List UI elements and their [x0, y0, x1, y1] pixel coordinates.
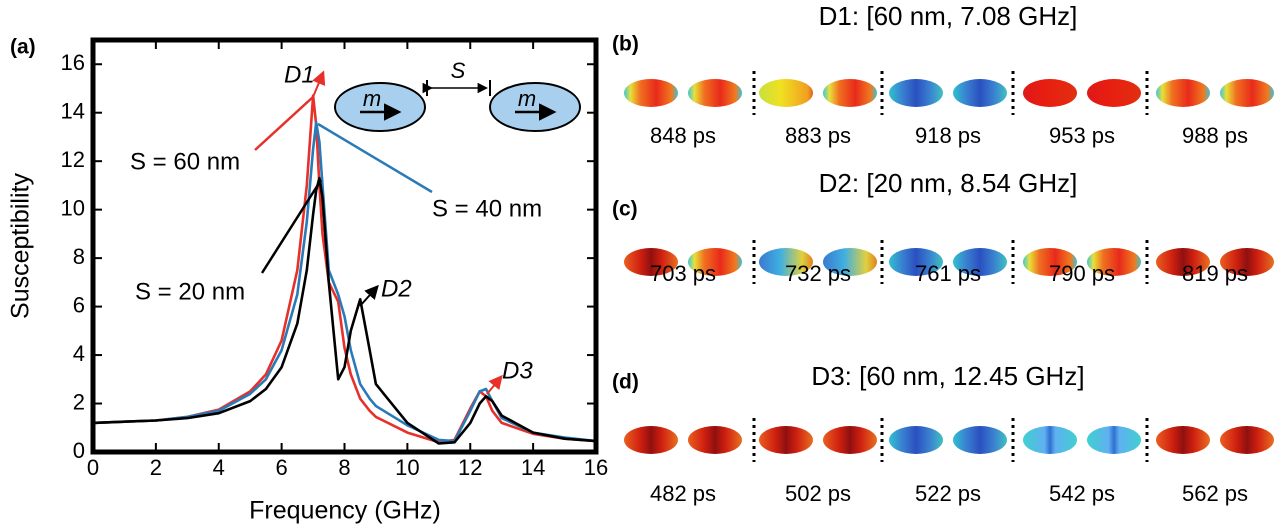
snapshot [1156, 248, 1210, 276]
time-label: 502 ps [785, 481, 851, 506]
time-label: 883 ps [785, 123, 851, 148]
time-label: 918 ps [915, 123, 981, 148]
time-label: 522 ps [915, 481, 981, 506]
snapshot [759, 248, 813, 276]
annotation-arrow [359, 284, 379, 307]
snapshot [1023, 79, 1077, 107]
series-line [92, 94, 597, 444]
inset-ellipse [489, 82, 581, 132]
series-line [92, 121, 597, 443]
y-tick-label: 2 [73, 389, 85, 414]
inset: m m S [334, 58, 581, 132]
snapshot [624, 248, 678, 276]
snapshot [1087, 79, 1141, 107]
time-label: 761 ps [915, 261, 981, 286]
snapshot [823, 79, 877, 107]
time-label: 542 ps [1049, 481, 1115, 506]
snapshot [624, 426, 678, 454]
snapshot [688, 79, 742, 107]
snapshot [759, 426, 813, 454]
snapshot [1220, 79, 1274, 107]
snapshot [1156, 79, 1210, 107]
x-tick-label: 6 [276, 455, 288, 480]
x-tick-label: 8 [338, 455, 350, 480]
annotation: D3 [502, 357, 533, 384]
x-tick-label: 4 [213, 455, 225, 480]
time-label: 790 ps [1049, 261, 1115, 286]
series-label: S = 60 nm [130, 148, 240, 175]
panel-label: (a) [10, 36, 36, 59]
snapshot [688, 248, 742, 276]
inset-ellipse [334, 82, 426, 132]
snapshot [759, 79, 813, 107]
x-tick-label: 12 [458, 455, 482, 480]
time-label: 988 ps [1182, 123, 1248, 148]
series-label: S = 40 nm [432, 195, 542, 222]
snapshot [953, 426, 1007, 454]
y-tick-label: 0 [73, 438, 85, 463]
plot-frame [90, 37, 599, 455]
panel-label: (c) [612, 198, 638, 221]
spacing-label: S [451, 58, 466, 83]
time-label: 819 ps [1182, 261, 1248, 286]
y-tick-label: 12 [61, 147, 85, 172]
y-tick-label: 4 [73, 341, 85, 366]
leader-line [317, 122, 433, 194]
snapshot [889, 79, 943, 107]
snapshot [953, 248, 1007, 276]
snapshot [1087, 426, 1141, 454]
x-tick-label: 2 [150, 455, 162, 480]
time-label: 848 ps [650, 123, 716, 148]
leader-line [254, 96, 314, 151]
snapshot [1220, 248, 1274, 276]
panel-label: (d) [612, 371, 639, 394]
snapshot [953, 79, 1007, 107]
x-tick-label: 16 [584, 455, 608, 480]
leader-line [260, 179, 323, 274]
snapshot [1220, 426, 1274, 454]
snapshot [823, 426, 877, 454]
snapshot [624, 79, 678, 107]
snapshot [889, 426, 943, 454]
snapshot [889, 248, 943, 276]
annotation: D2 [381, 275, 412, 302]
annotation: D1 [284, 61, 315, 88]
time-label: 953 ps [1049, 123, 1115, 148]
series-label: S = 20 nm [135, 278, 245, 305]
y-tick-label: 16 [61, 50, 85, 75]
annotation-arrow [312, 70, 326, 98]
panel-label: (b) [612, 33, 639, 56]
snapshot [1023, 426, 1077, 454]
snapshot [1087, 248, 1141, 276]
y-tick-label: 10 [61, 195, 85, 220]
time-label: 562 ps [1182, 481, 1248, 506]
snapshot [1156, 426, 1210, 454]
x-axis-label: Frequency (GHz) [249, 497, 441, 525]
time-label: 703 ps [650, 261, 716, 286]
x-tick-label: 14 [521, 455, 545, 480]
x-tick-label: 0 [87, 455, 99, 480]
snapshot [1023, 248, 1077, 276]
moment-label: m [363, 86, 381, 111]
y-axis-label: Susceptibility [7, 173, 35, 319]
time-label: 732 ps [785, 261, 851, 286]
y-tick-label: 8 [73, 244, 85, 269]
time-label: 482 ps [650, 481, 716, 506]
panel-title: D2: [20 nm, 8.54 GHz] [819, 168, 1078, 198]
snapshot [688, 426, 742, 454]
series-line [92, 176, 597, 445]
panel-title: D1: [60 nm, 7.08 GHz] [819, 1, 1078, 31]
annotation-arrow [486, 374, 503, 395]
panel-title: D3: [60 nm, 12.45 GHz] [811, 361, 1084, 391]
snapshot [823, 248, 877, 276]
y-tick-label: 14 [61, 99, 85, 124]
y-tick-label: 6 [73, 292, 85, 317]
moment-label: m [518, 86, 536, 111]
x-tick-label: 10 [395, 455, 419, 480]
